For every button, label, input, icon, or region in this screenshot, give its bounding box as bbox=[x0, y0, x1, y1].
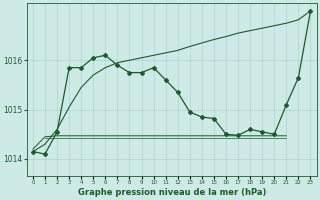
X-axis label: Graphe pression niveau de la mer (hPa): Graphe pression niveau de la mer (hPa) bbox=[77, 188, 266, 197]
